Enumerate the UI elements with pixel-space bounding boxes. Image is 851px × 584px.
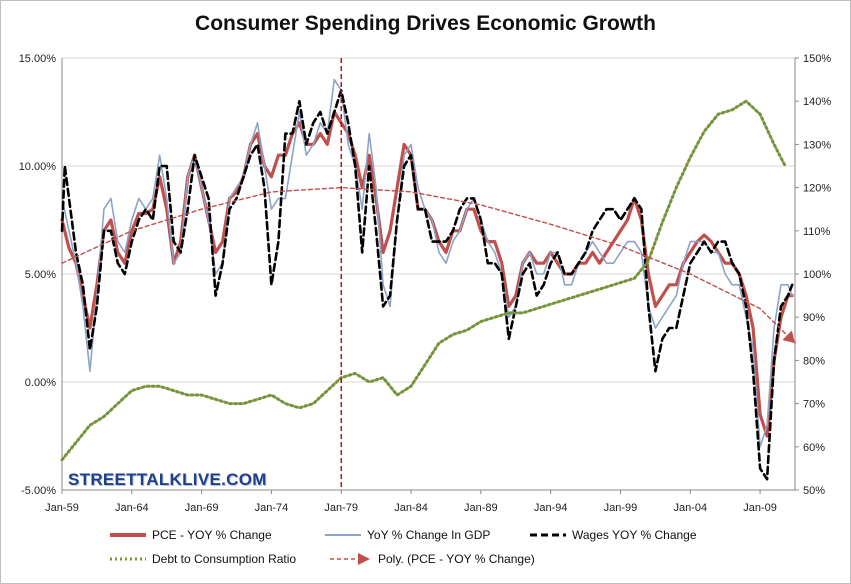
legend-swatch-pce (110, 533, 146, 537)
legend-swatch-debt (110, 557, 146, 561)
x-tick-label: Jan-89 (464, 502, 498, 514)
gridlines (62, 57, 795, 491)
legend-item-wages: Wages YOY % Change (530, 528, 697, 542)
legend-item-debt: Debt to Consumption Ratio (110, 552, 296, 566)
y-left-tick-label: 5.00% (25, 269, 56, 281)
x-tick-label: Jan-09 (743, 502, 777, 514)
legend-item-gdp: YoY % Change In GDP (325, 528, 490, 542)
y-right-tick-label: 90% (803, 312, 825, 324)
legend-label-gdp: YoY % Change In GDP (367, 528, 491, 542)
y-right-tick-label: 100% (803, 269, 831, 281)
x-axis: Jan-59 Jan-64 Jan-69 Jan-74 Jan-79 Jan-84 Jan-… (45, 490, 777, 514)
y-left-tick-label: 10.00% (19, 161, 57, 173)
series-gdp (61, 78, 793, 448)
x-tick-label: Jan-84 (394, 502, 428, 514)
legend-swatch-wages (530, 533, 566, 537)
trend-arrowhead (782, 330, 795, 344)
legend-item-poly: Poly. (PCE - YOY % Change) (330, 552, 535, 566)
legend-label-poly: Poly. (PCE - YOY % Change) (378, 552, 535, 566)
legend-label-pce: PCE - YOY % Change (152, 528, 272, 542)
watermark-logo: STREETTALKLIVE.COM (68, 470, 267, 489)
y-right-tick-label: 130% (803, 139, 831, 151)
y-left-tick-label: 0.00% (25, 377, 56, 389)
y-right-tick-label: 120% (803, 183, 831, 195)
series-debt (60, 99, 787, 462)
y-right-tick-label: 140% (803, 96, 831, 108)
y-right-tick-label: 110% (803, 226, 831, 238)
y-axis-right: 50% 60% 70% 80% 90% 100% 110% 120% 130% 140% 150% (795, 53, 831, 497)
x-tick-label: Jan-99 (604, 502, 638, 514)
legend-item-pce: PCE - YOY % Change (110, 528, 272, 542)
y-left-tick-label: 15.00% (19, 53, 57, 65)
legend-swatch-poly (330, 553, 370, 565)
x-tick-label: Jan-64 (115, 502, 149, 514)
y-axis-left: -5.00% 0.00% 5.00% 10.00% 15.00% (19, 53, 57, 497)
x-tick-label: Jan-69 (185, 502, 219, 514)
x-tick-label: Jan-59 (45, 502, 79, 514)
y-left-tick-label: -5.00% (21, 485, 56, 497)
y-right-tick-label: 50% (803, 485, 825, 497)
legend-label-debt: Debt to Consumption Ratio (152, 552, 297, 566)
x-tick-label: Jan-79 (324, 502, 358, 514)
series-wages (60, 89, 794, 481)
legend-swatch-gdp (325, 534, 361, 536)
series-lines (60, 58, 796, 490)
x-tick-label: Jan-04 (673, 502, 707, 514)
y-right-tick-label: 70% (803, 399, 825, 411)
y-right-tick-label: 150% (803, 53, 831, 65)
y-right-tick-label: 80% (803, 355, 825, 367)
legend: PCE - YOY % Change YoY % Change In GDP W… (110, 524, 730, 572)
x-tick-label: Jan-94 (534, 502, 568, 514)
x-tick-label: Jan-74 (255, 502, 289, 514)
chart-title: Consumer Spending Drives Economic Growth (195, 12, 656, 35)
legend-label-wages: Wages YOY % Change (572, 528, 697, 542)
y-right-tick-label: 60% (803, 442, 825, 454)
series-poly-trend (61, 186, 796, 344)
